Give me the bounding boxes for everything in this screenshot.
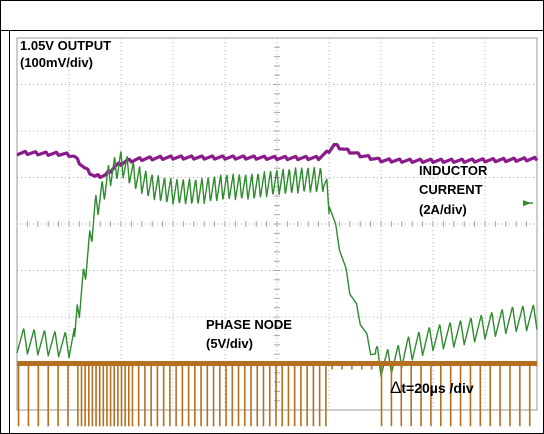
timebase-label: Δt=20µs /div [390, 378, 474, 397]
inductor-current-trace [16, 151, 538, 377]
scope-traces [16, 142, 539, 427]
inductor-current-label-line2: CURRENT [419, 182, 483, 197]
phase-node-scale-label: (5V/div) [206, 336, 253, 351]
output-voltage-trace [16, 142, 539, 180]
phase-node-high-level [17, 361, 537, 366]
output-voltage-scale-label: (100mV/div) [20, 55, 93, 70]
output-voltage-label: 1.05V OUTPUT [20, 38, 112, 53]
inductor-current-scale-label: (2A/div) [419, 202, 467, 217]
delta-symbol: Δ [390, 378, 402, 397]
inductor-current-label-line1: INDUCTOR [419, 163, 488, 178]
timebase-value: t=20µs /div [401, 380, 474, 396]
phase-node-label: PHASE NODE [206, 317, 292, 332]
